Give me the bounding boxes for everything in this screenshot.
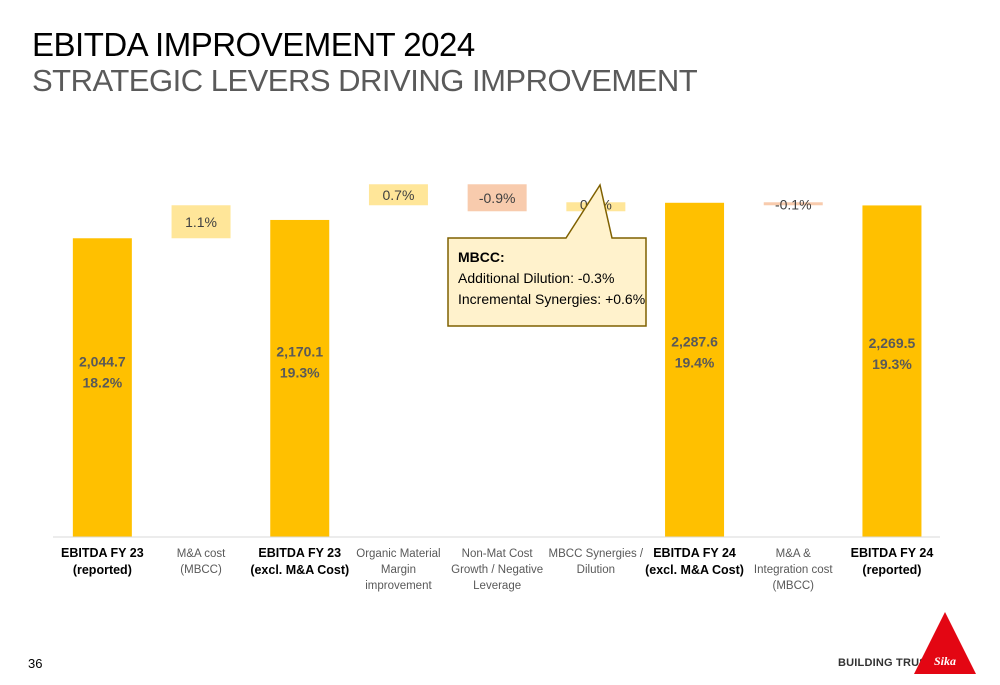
- x-tick-label: EBITDA FY 23: [61, 546, 144, 560]
- sika-logo-text: Sika: [934, 654, 956, 668]
- bar-delta-label: -0.9%: [479, 190, 516, 206]
- x-tick-label: EBITDA FY 24: [653, 546, 736, 560]
- bar-margin-label: 19.3%: [872, 356, 912, 372]
- sika-logo-triangle: [914, 612, 976, 674]
- bar-delta-label: 0.7%: [382, 187, 414, 203]
- bar-margin-label: 18.2%: [82, 375, 122, 391]
- bars-layer: [72, 184, 922, 537]
- bar-delta: [763, 202, 823, 206]
- x-tick-label: EBITDA FY 24: [851, 546, 934, 560]
- bar-delta: [368, 184, 428, 206]
- x-tick-label: (reported): [73, 563, 132, 577]
- sika-logo-icon: Sika: [914, 612, 976, 674]
- bar-margin-label: 19.3%: [280, 364, 320, 380]
- building-trust-tagline: BUILDING TRUST: [838, 657, 934, 669]
- x-tick-label: Growth / Negative: [451, 564, 543, 576]
- x-tick-label: (MBCC): [772, 580, 814, 592]
- x-tick-label: Leverage: [473, 580, 521, 592]
- x-tick-label: Margin: [381, 564, 416, 576]
- bar-margin-label: 19.4%: [675, 354, 715, 370]
- bar-value-label: 2,044.7: [79, 354, 126, 370]
- page-number: 36: [28, 656, 43, 671]
- callout-title: MBCC:: [458, 249, 505, 265]
- x-tick-label: EBITDA FY 23: [258, 546, 341, 560]
- x-tick-label: Organic Material: [356, 548, 440, 560]
- bar-total: [72, 238, 132, 537]
- x-tick-label: M&A cost: [177, 548, 226, 560]
- bar-delta: [171, 205, 231, 239]
- x-tick-label: (excl. M&A Cost): [645, 563, 744, 577]
- bar-delta: [467, 184, 527, 212]
- x-tick-label: improvement: [365, 580, 432, 592]
- bar-total: [665, 202, 725, 537]
- callout-layer: [447, 183, 647, 327]
- mbcc-callout-text: MBCC: Additional Dilution: -0.3% Increme…: [448, 238, 646, 326]
- bar-value-label: 2,287.6: [671, 333, 718, 349]
- callout-bubble: [447, 183, 647, 327]
- bar-delta-label: -0.1%: [775, 196, 812, 212]
- x-tick-label: Non-Mat Cost: [462, 548, 534, 560]
- x-tick-label: (reported): [862, 563, 921, 577]
- callout-additional-dilution: Additional Dilution: -0.3%: [458, 270, 615, 286]
- ebitda-waterfall-chart: 2,044.7 18.2% EBITDA FY 23 (reported) 1.1% M&…: [53, 183, 940, 592]
- bar-total: [270, 219, 330, 537]
- bar-delta-label: 1.1%: [185, 214, 217, 230]
- x-tick-label: (MBCC): [180, 564, 222, 576]
- bar-value-label: 2,170.1: [276, 343, 323, 359]
- x-tick-label: (excl. M&A Cost): [250, 563, 349, 577]
- bar-total: [862, 205, 922, 537]
- x-tick-label: Integration cost: [754, 564, 833, 576]
- x-tick-label: MBCC Synergies /: [549, 548, 644, 560]
- x-tick-label: M&A &: [776, 548, 811, 560]
- bar-value-label: 2,269.5: [869, 335, 916, 351]
- x-tick-label: Dilution: [577, 564, 615, 576]
- callout-incremental-synergies: Incremental Synergies: +0.6%: [458, 291, 646, 307]
- page-subtitle: STRATEGIC LEVERS DRIVING IMPROVEMENT: [32, 63, 698, 98]
- page-title: EBITDA IMPROVEMENT 2024: [32, 26, 475, 63]
